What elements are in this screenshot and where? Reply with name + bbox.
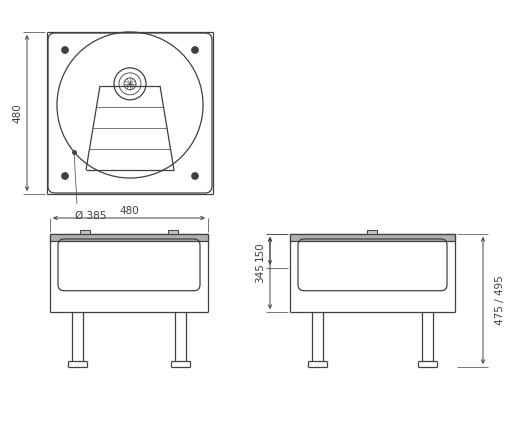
Circle shape — [191, 173, 198, 179]
Text: 475 / 495: 475 / 495 — [494, 276, 504, 325]
Text: 345: 345 — [254, 263, 265, 283]
Circle shape — [191, 46, 198, 54]
Text: 480: 480 — [119, 206, 138, 216]
Polygon shape — [50, 234, 208, 241]
Text: 150: 150 — [254, 241, 265, 261]
Polygon shape — [167, 230, 178, 234]
Text: 480: 480 — [12, 103, 22, 123]
Circle shape — [62, 173, 68, 179]
Circle shape — [62, 46, 68, 54]
Polygon shape — [366, 230, 376, 234]
Text: Ø 385: Ø 385 — [75, 211, 106, 221]
Polygon shape — [290, 234, 454, 241]
Polygon shape — [80, 230, 90, 234]
